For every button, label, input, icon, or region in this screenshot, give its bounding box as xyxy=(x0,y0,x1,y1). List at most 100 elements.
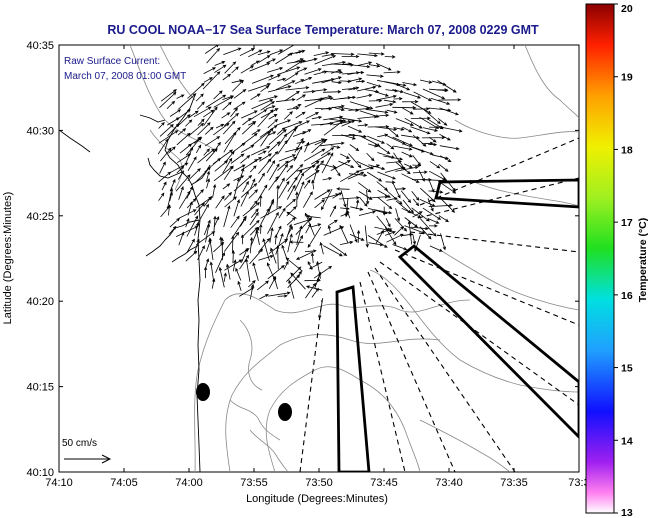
current-vector xyxy=(386,135,406,145)
colorbar-tick-label: 16 xyxy=(621,290,633,302)
current-vector xyxy=(223,272,227,282)
current-vector xyxy=(316,260,321,279)
current-vector xyxy=(250,93,261,101)
current-vector xyxy=(168,225,177,235)
current-vector xyxy=(341,120,356,127)
current-vector xyxy=(439,107,460,116)
current-vector xyxy=(385,218,391,228)
current-vector xyxy=(346,209,351,219)
current-vector xyxy=(232,259,237,272)
current-vector xyxy=(250,178,256,189)
current-vector xyxy=(268,129,287,146)
current-vector xyxy=(276,127,286,135)
current-vector xyxy=(260,127,274,147)
current-vector xyxy=(376,113,390,118)
current-vector xyxy=(338,160,355,168)
current-vector xyxy=(329,205,337,217)
current-vector xyxy=(267,265,285,280)
current-vector xyxy=(340,170,360,183)
current-vector xyxy=(339,196,361,200)
current-vector xyxy=(250,226,260,247)
current-vector xyxy=(197,118,205,126)
current-vector xyxy=(275,232,284,255)
current-vector xyxy=(267,118,279,129)
current-vector xyxy=(260,206,283,219)
current-vector xyxy=(307,261,313,270)
current-vector xyxy=(411,146,434,155)
current-vector xyxy=(176,94,185,99)
current-vector xyxy=(429,161,441,169)
current-vector xyxy=(302,77,313,82)
current-vector xyxy=(341,54,360,59)
current-vector xyxy=(257,109,274,128)
current-vector xyxy=(203,109,215,118)
current-vector xyxy=(419,79,433,84)
current-vector xyxy=(206,178,210,189)
current-vector xyxy=(366,152,375,162)
current-vector xyxy=(385,126,399,138)
current-vector xyxy=(368,164,386,171)
current-vector xyxy=(241,121,257,135)
current-vector xyxy=(251,60,260,66)
current-vector xyxy=(158,130,179,144)
current-vector xyxy=(412,198,420,207)
current-vector xyxy=(366,171,383,182)
current-vector xyxy=(277,160,289,171)
current-vector xyxy=(197,245,205,261)
current-vector xyxy=(204,126,214,135)
current-vector xyxy=(355,79,366,84)
current-vector xyxy=(285,163,304,181)
current-vector xyxy=(224,126,241,145)
current-vector xyxy=(240,156,263,171)
current-vector xyxy=(400,190,412,204)
current-vector xyxy=(222,183,231,190)
current-vector xyxy=(338,117,363,123)
current-annotation-line1: Raw Surface Current: xyxy=(64,56,160,67)
current-vector xyxy=(275,52,294,65)
current-vector xyxy=(178,93,197,110)
current-vector xyxy=(267,141,281,153)
current-vector xyxy=(329,118,347,123)
current-vector xyxy=(193,238,200,254)
buoy-marker-west xyxy=(196,383,210,401)
current-vector xyxy=(348,153,362,169)
current-vector xyxy=(438,215,449,223)
current-vector xyxy=(248,189,259,199)
current-vector xyxy=(237,280,242,291)
current-vector xyxy=(197,122,211,136)
current-vector xyxy=(304,212,315,236)
current-vector xyxy=(203,266,208,279)
current-vector xyxy=(295,49,306,54)
current-vector xyxy=(274,234,278,245)
current-vector xyxy=(277,77,287,81)
current-vector xyxy=(319,241,324,255)
current-vector xyxy=(304,249,317,253)
current-vector xyxy=(178,186,184,200)
current-vector xyxy=(230,153,245,164)
current-vector xyxy=(286,164,294,173)
y-axis: 40:35 40:30 40:25 40:20 40:15 40:10 xyxy=(26,40,579,479)
current-vector xyxy=(268,74,281,81)
current-vector xyxy=(332,192,343,199)
current-vector xyxy=(368,64,381,68)
current-vector xyxy=(213,141,221,153)
current-vector xyxy=(438,163,449,172)
current-vector xyxy=(211,278,216,289)
current-vector xyxy=(259,153,272,162)
y-tick-label: 40:10 xyxy=(26,467,54,479)
current-vector xyxy=(204,157,222,173)
current-vector xyxy=(194,188,204,200)
current-vector xyxy=(267,198,275,216)
current-vector xyxy=(293,104,302,109)
current-vector xyxy=(330,145,341,149)
current-vector xyxy=(330,160,351,171)
current-vector xyxy=(230,107,238,118)
current-vector xyxy=(303,148,326,162)
current-vector xyxy=(355,199,360,210)
current-vector xyxy=(277,45,297,55)
current-vector xyxy=(410,126,431,135)
current-vector xyxy=(286,216,296,226)
current-vector xyxy=(277,139,288,155)
current-vector xyxy=(193,106,212,118)
current-vector xyxy=(250,146,271,156)
